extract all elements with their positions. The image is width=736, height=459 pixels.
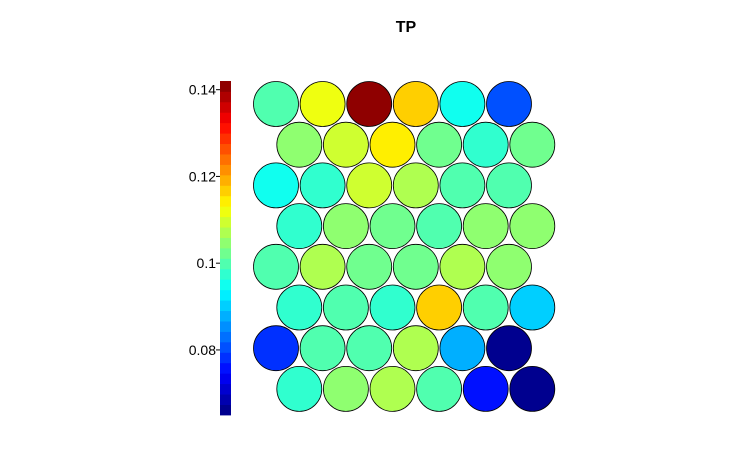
hex-cell-r3-c4 xyxy=(462,203,509,250)
colorbar-segment xyxy=(220,404,231,416)
hex-cell-r3-c0 xyxy=(276,203,323,250)
hex-cell-r2-c2 xyxy=(346,162,393,209)
colorbar-segment xyxy=(220,310,231,322)
hex-cell-r0-c2 xyxy=(346,81,393,127)
hex-cell-r7-c3 xyxy=(416,365,463,412)
colorbar-segment xyxy=(220,133,231,145)
colorbar-segment xyxy=(220,331,231,343)
hex-cell-grid xyxy=(253,81,556,412)
hex-cell-r2-c4 xyxy=(439,162,486,209)
hex-cell-r1-c4 xyxy=(462,121,509,168)
colorbar-segment xyxy=(220,216,231,228)
colorbar-segment xyxy=(220,258,231,270)
hex-cell-r5-c3 xyxy=(416,284,463,331)
hex-cell-r5-c5 xyxy=(509,284,556,331)
hex-cell-r1-c5 xyxy=(509,121,556,168)
hex-cell-r6-c4 xyxy=(439,325,486,372)
colorbar-segment xyxy=(220,112,231,124)
hex-cell-r1-c3 xyxy=(416,121,463,168)
hex-cell-r4-c2 xyxy=(346,243,393,290)
hex-cell-r7-c1 xyxy=(322,365,369,412)
hex-cell-r1-c1 xyxy=(322,121,369,168)
colorbar-segment xyxy=(220,174,231,186)
hex-cell-r1-c0 xyxy=(276,121,323,168)
colorbar-segment xyxy=(220,143,231,155)
colorbar-segment xyxy=(220,300,231,312)
colorbar-segment xyxy=(220,154,231,165)
hex-cell-r0-c4 xyxy=(439,81,486,127)
colorbar-segment xyxy=(220,237,231,249)
colorbar-segment xyxy=(220,195,231,207)
hex-cell-r2-c3 xyxy=(392,162,439,209)
colorbar-segment xyxy=(220,91,231,103)
colorbar-segment xyxy=(220,321,231,332)
hex-cell-r6-c1 xyxy=(299,325,346,372)
hex-cell-r3-c5 xyxy=(509,203,556,250)
colorbar-segment xyxy=(220,248,231,259)
colorbar-tick-label: 0.08 xyxy=(189,342,216,358)
hex-cell-r6-c3 xyxy=(392,325,439,372)
hex-cell-r3-c1 xyxy=(322,203,369,250)
hex-cell-r2-c1 xyxy=(299,162,346,209)
hex-cell-r3-c3 xyxy=(416,203,463,250)
hex-cell-r3-c2 xyxy=(369,203,416,250)
chart-title: TP xyxy=(396,19,417,36)
hex-cell-r5-c4 xyxy=(462,284,509,331)
colorbar-segment xyxy=(220,122,231,134)
colorbar-tick-label: 0.1 xyxy=(197,255,217,271)
hex-cell-r5-c1 xyxy=(322,284,369,331)
colorbar-segment xyxy=(220,373,231,385)
hex-cell-r2-c5 xyxy=(486,162,532,209)
colorbar-segment xyxy=(220,362,231,374)
colorbar-segment xyxy=(220,185,231,197)
hex-cell-r1-c2 xyxy=(369,121,416,168)
hex-cell-r0-c3 xyxy=(392,81,439,127)
colorbar-segment xyxy=(220,81,231,92)
hex-cell-r6-c0 xyxy=(253,325,299,372)
colorbar-segment xyxy=(220,352,231,364)
hex-cell-r5-c0 xyxy=(276,284,323,331)
hex-cell-r7-c2 xyxy=(369,365,416,412)
hex-cell-r7-c4 xyxy=(462,365,509,412)
colorbar-tick-label: 0.12 xyxy=(189,168,216,184)
hex-cell-r7-c0 xyxy=(276,365,323,412)
hex-cell-r4-c3 xyxy=(392,243,439,290)
hex-cell-r7-c5 xyxy=(509,365,556,412)
hex-cell-r4-c1 xyxy=(299,243,346,290)
colorbar-tick-label: 0.14 xyxy=(189,82,216,98)
colorbar-segment xyxy=(220,164,231,176)
hex-cell-r4-c5 xyxy=(486,243,532,290)
colorbar-segment xyxy=(220,227,231,238)
colorbar-segment xyxy=(220,394,231,405)
hex-cell-r4-c4 xyxy=(439,243,486,290)
colorbar-segment xyxy=(220,268,231,280)
colorbar-segment xyxy=(220,383,231,395)
colorbar-segment xyxy=(220,279,231,291)
colorbar: 0.14 0.12 0.1 0.08 xyxy=(189,81,231,416)
hex-cell-r2-c0 xyxy=(253,162,299,209)
colorbar-segment xyxy=(220,206,231,218)
hex-cell-r0-c0 xyxy=(253,81,299,127)
hex-cell-r0-c5 xyxy=(486,81,532,127)
hex-cell-r5-c2 xyxy=(369,284,416,331)
colorbar-segment xyxy=(220,289,231,301)
colorbar-segment xyxy=(220,341,231,353)
hex-cell-r0-c1 xyxy=(299,81,346,127)
hex-cell-r6-c2 xyxy=(346,325,393,372)
hex-cell-r6-c5 xyxy=(486,325,532,372)
hex-cell-r4-c0 xyxy=(253,243,299,290)
colorbar-segment xyxy=(220,101,231,113)
